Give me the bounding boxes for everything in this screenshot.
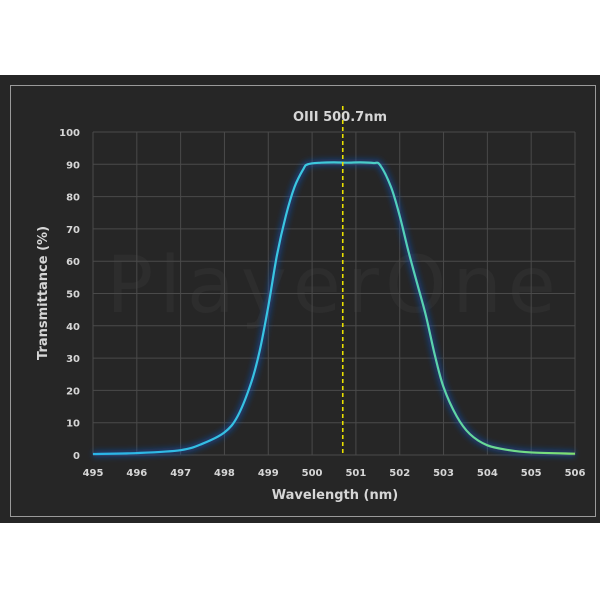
- x-tick-label: 495: [83, 468, 104, 479]
- x-tick-label: 506: [565, 468, 586, 479]
- x-tick-label: 504: [477, 468, 498, 479]
- y-tick-label: 10: [66, 419, 80, 430]
- x-tick-label: 499: [258, 468, 279, 479]
- y-axis-label: Transmittance (%): [36, 226, 51, 360]
- y-tick-label: 20: [66, 386, 80, 397]
- x-tick-label: 500: [302, 468, 323, 479]
- x-axis-ticks: 495 496 497 498 499 500 501 502 503 504 505 506: [83, 468, 586, 479]
- y-tick-label: 90: [66, 160, 80, 171]
- x-axis-label: Wavelength (nm): [272, 488, 398, 503]
- chart-frame: [10, 85, 596, 517]
- x-tick-label: 502: [389, 468, 410, 479]
- watermark: PlayerOne: [106, 241, 562, 331]
- x-tick-label: 497: [170, 468, 191, 479]
- grid-lines: [92, 131, 576, 456]
- y-tick-label: 70: [66, 225, 80, 236]
- x-tick-label: 503: [433, 468, 454, 479]
- y-tick-label: 80: [66, 193, 80, 204]
- x-tick-label: 496: [126, 468, 147, 479]
- transmittance-curve: [92, 161, 576, 456]
- y-tick-label: 40: [66, 322, 80, 333]
- y-tick-label: 100: [59, 128, 80, 139]
- x-tick-label: 498: [214, 468, 235, 479]
- y-axis-ticks: 0 10 20 30 40 50 60 70 80 90 100: [59, 128, 80, 462]
- chart-title: OIII 500.7nm: [293, 110, 387, 125]
- y-tick-label: 50: [66, 290, 80, 301]
- y-tick-label: 30: [66, 354, 80, 365]
- y-tick-label: 0: [73, 451, 80, 462]
- y-tick-label: 60: [66, 257, 80, 268]
- x-tick-label: 505: [521, 468, 542, 479]
- x-tick-label: 501: [345, 468, 366, 479]
